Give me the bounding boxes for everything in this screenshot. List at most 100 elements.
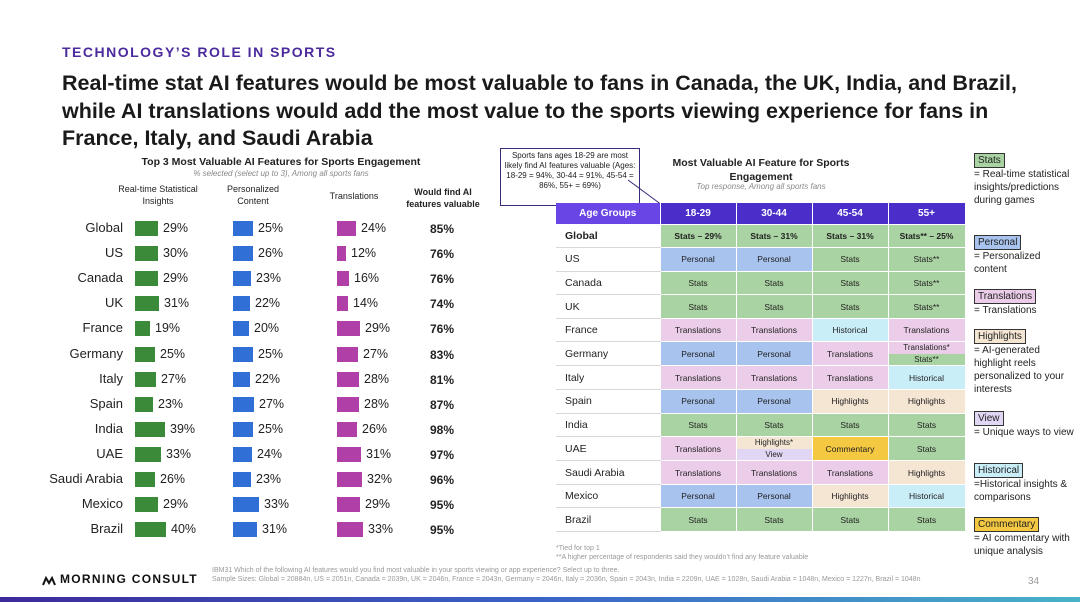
bottom-accent-bar xyxy=(0,597,1080,602)
bar-stats xyxy=(135,522,166,538)
bar-translations xyxy=(337,446,361,462)
legend-item-translations: Translations = Translations xyxy=(974,286,1074,317)
age-callout: Sports fans ages 18-29 are most likely f… xyxy=(500,148,640,206)
column-header-age: 30-44 xyxy=(736,203,813,225)
bar-translations xyxy=(337,522,363,538)
bar-stats xyxy=(135,346,155,362)
table-row: Saudi Arabia Translations Translations Tran… xyxy=(556,460,966,485)
legend-swatch-label: Historical xyxy=(974,463,1024,478)
would-find-value: 81% xyxy=(430,372,455,387)
table-row: Mexico Personal Personal Highlights Historic… xyxy=(556,484,966,509)
bar-value-label: 27% xyxy=(161,371,187,386)
bar-value-label: 33% xyxy=(264,497,290,512)
bar-value-label: 25% xyxy=(258,221,284,235)
bar-value-label: 19% xyxy=(155,321,181,336)
table-cell: Stats xyxy=(888,436,966,462)
table-cell: Historical xyxy=(812,318,889,343)
feature-matrix: Age Groups 18-29 30-44 45-54 55+ Global Stats… xyxy=(556,203,966,533)
bar-category-label: UK xyxy=(104,295,123,311)
would-find-value: 74% xyxy=(430,297,455,312)
bar-value-label: 12% xyxy=(351,246,377,261)
table-cell: Highlights xyxy=(812,389,889,414)
row-country-label: Germany xyxy=(556,341,661,367)
bar-translations xyxy=(337,346,358,362)
legend-item-commentary: Commentary = AI commentary with unique an… xyxy=(974,514,1074,558)
row-country-label: Italy xyxy=(556,365,661,391)
bar-category-label: Brazil xyxy=(90,521,123,537)
legend-item-personal: Personal = Personalized content xyxy=(974,232,1074,276)
bar-stats xyxy=(135,396,153,412)
page-number: 34 xyxy=(1028,576,1040,587)
bar-value-label: 30% xyxy=(163,246,189,261)
bar-personal xyxy=(233,321,249,337)
table-cell: Stats xyxy=(660,294,737,319)
table-row: India Stats Stats Stats Stats xyxy=(556,413,966,438)
bar-value-label: 22% xyxy=(255,371,281,386)
row-country-label: Canada xyxy=(556,271,661,296)
bar-value-label: 28% xyxy=(364,396,390,411)
table-cell: Personal xyxy=(736,247,813,272)
column-header-age-groups: Age Groups xyxy=(556,203,661,225)
legend-item-stats: Stats = Real-time statistical insights/pr… xyxy=(974,150,1074,207)
table-cell: Translations xyxy=(660,318,737,343)
table-cell: Translations xyxy=(812,460,889,485)
bar-value-label: 33% xyxy=(368,522,394,537)
bar-value-label: 23% xyxy=(158,396,184,411)
logo-text: MORNING CONSULT xyxy=(60,572,198,586)
table-cell: Highlights xyxy=(812,484,889,509)
table-note-none: **A higher percentage of respondents sai… xyxy=(556,554,809,561)
bar-value-label: 31% xyxy=(164,296,190,311)
table-cell: Translations xyxy=(736,318,813,343)
bar-category-label: Global xyxy=(85,220,123,235)
bar-value-label: 31% xyxy=(262,522,288,537)
table-row: Brazil Stats Stats Stats Stats xyxy=(556,507,966,533)
bar-stats xyxy=(135,246,158,262)
row-country-label: Mexico xyxy=(556,484,661,509)
table-cell: Stats** xyxy=(888,294,966,319)
would-find-value: 85% xyxy=(430,222,455,236)
bar-personal xyxy=(233,396,254,412)
table-cell: Historical xyxy=(888,365,966,391)
table-cell: Stats xyxy=(736,507,813,533)
bar-value-label: 14% xyxy=(353,296,379,311)
bar-category-label: Canada xyxy=(77,270,123,286)
sample-footnote: Sample Sizes: Global = 20884n, US = 2051… xyxy=(212,576,921,583)
row-country-label: Saudi Arabia xyxy=(556,460,661,485)
bar-personal xyxy=(233,271,251,287)
legend-swatch-label: Stats xyxy=(974,153,1005,168)
column-header-age: 45-54 xyxy=(812,203,889,225)
table-cell: Personal xyxy=(660,341,737,367)
would-find-value: 76% xyxy=(430,322,455,337)
table-cell: Translations xyxy=(888,318,966,343)
bar-stats xyxy=(135,296,159,312)
bar-value-label: 25% xyxy=(258,421,284,436)
bar-chart-subtitle: % selected (select up to 3), Among all s… xyxy=(193,169,369,178)
table-cell: Highlights xyxy=(888,460,966,485)
table-cell: Stats xyxy=(660,507,737,533)
table-cell: Highlights xyxy=(888,389,966,414)
legend-swatch-label: Translations xyxy=(974,289,1037,304)
row-country-label: Brazil xyxy=(556,507,661,533)
legend-swatch-label: View xyxy=(974,411,1004,426)
bar-personal xyxy=(233,296,250,312)
would-find-value: 95% xyxy=(430,498,455,513)
bar-translations xyxy=(337,296,348,312)
table-cell: Translations xyxy=(812,365,889,391)
bar-category-label: Mexico xyxy=(81,496,123,512)
bar-value-label: 25% xyxy=(258,346,284,361)
legend-item-historical: Historical =Historical insights & compari… xyxy=(974,460,1074,504)
legend-swatch-label: Highlights xyxy=(974,329,1026,344)
legend-description: = Unique ways to view xyxy=(974,427,1074,438)
bar-value-label: 26% xyxy=(362,421,388,436)
table-cell: Personal xyxy=(660,247,737,272)
bar-personal xyxy=(233,522,257,538)
legend-item-highlights: Highlights = AI-generated highlight reels… xyxy=(974,326,1074,396)
row-country-label: US xyxy=(556,247,661,272)
bar-category-label: Spain xyxy=(89,395,123,411)
bar-value-label: 27% xyxy=(259,396,285,411)
bar-chart-title: Top 3 Most Valuable AI Features for Spor… xyxy=(141,156,421,168)
column-header-age: 18-29 xyxy=(660,203,737,225)
table-cell: Translations xyxy=(660,365,737,391)
table-row: Germany Personal Personal Translations Trans… xyxy=(556,341,966,367)
table-cell-part: Highlights* xyxy=(736,437,811,449)
